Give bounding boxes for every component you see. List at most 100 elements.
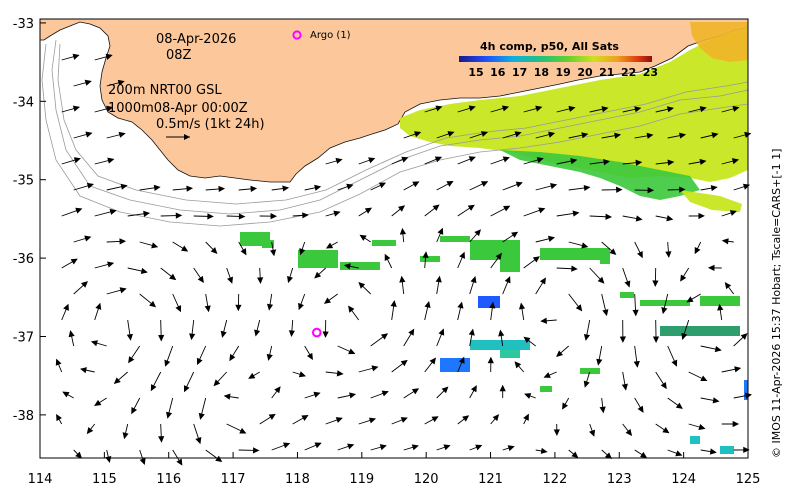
current-arrow-head bbox=[371, 365, 379, 372]
current-arrow-head bbox=[633, 360, 640, 368]
current-arrow-head bbox=[158, 334, 165, 342]
current-arrow-head bbox=[666, 106, 675, 113]
current-arrow-head bbox=[572, 210, 580, 217]
current-arrow-head bbox=[712, 397, 720, 404]
current-arrow-head bbox=[499, 384, 506, 392]
colorbar-tick-label: 20 bbox=[577, 66, 593, 79]
current-arrow-head bbox=[470, 385, 477, 393]
current-arrow-head bbox=[113, 377, 121, 384]
isobath-inner bbox=[57, 43, 749, 205]
current-arrow-head bbox=[80, 281, 88, 288]
lon-tick-label: 118 bbox=[285, 472, 310, 487]
colorbar-gradient bbox=[459, 56, 652, 62]
current-arrow-head bbox=[634, 106, 642, 113]
current-arrow-head bbox=[523, 336, 531, 344]
current-arrow-head bbox=[175, 305, 182, 313]
current-arrow-head bbox=[679, 132, 687, 139]
current-arrow-head bbox=[431, 416, 439, 423]
current-arrow-head bbox=[583, 380, 590, 388]
current-arrow-head bbox=[635, 159, 643, 166]
current-arrow-head bbox=[429, 357, 437, 365]
colorbar-tick-label: 21 bbox=[599, 66, 614, 79]
sst-coastal-band bbox=[400, 28, 748, 182]
current-arrow-head bbox=[535, 105, 543, 112]
current-arrow-head bbox=[675, 402, 683, 409]
current-arrow-head bbox=[70, 258, 78, 265]
current-arrow-head bbox=[213, 379, 221, 387]
current-arrow-head bbox=[540, 317, 548, 324]
current-arrow-head bbox=[181, 245, 189, 252]
current-arrow-head bbox=[724, 282, 732, 290]
current-arrow-head bbox=[86, 427, 94, 435]
isobath-200m bbox=[51, 39, 749, 215]
current-arrow-head bbox=[343, 263, 351, 270]
current-arrow-head bbox=[186, 185, 194, 192]
current-arrow-head bbox=[536, 157, 544, 164]
current-arrow-head bbox=[128, 356, 135, 364]
current-arrow-head bbox=[266, 303, 274, 311]
current-arrow-head bbox=[570, 158, 578, 165]
lat-tick-label: -37 bbox=[13, 330, 34, 345]
current-arrow-head bbox=[583, 184, 591, 192]
current-arrow-head bbox=[401, 156, 409, 163]
current-arrow-head bbox=[540, 447, 548, 454]
current-arrow-head bbox=[699, 106, 707, 113]
current-arrow-head bbox=[411, 444, 419, 451]
current-arrow-head bbox=[119, 238, 127, 245]
current-arrow-head bbox=[336, 370, 344, 377]
current-arrow-head bbox=[632, 309, 639, 317]
current-arrow-head bbox=[538, 207, 546, 214]
lon-tick-label: 115 bbox=[92, 472, 117, 487]
credit-text: © IMOS 11-Apr-2026 15:37 Hobart; Tscale=… bbox=[770, 149, 783, 458]
current-arrow-head bbox=[686, 296, 694, 303]
current-arrow-head bbox=[665, 251, 672, 258]
current-arrow-head bbox=[325, 242, 334, 249]
current-arrow-head bbox=[189, 333, 196, 341]
current-arrow-head bbox=[681, 332, 688, 341]
current-arrow-head bbox=[640, 451, 648, 458]
current-arrow-head bbox=[283, 442, 291, 449]
current-arrow-head bbox=[398, 205, 406, 212]
current-arrow-head bbox=[323, 297, 331, 304]
current-arrow-head bbox=[743, 446, 750, 454]
current-arrow-head bbox=[378, 182, 387, 189]
current-arrow-head bbox=[729, 210, 737, 216]
current-arrow-head bbox=[717, 303, 724, 311]
current-arrow-head bbox=[333, 210, 341, 217]
current-arrow-head bbox=[270, 249, 277, 257]
sst-patches bbox=[240, 22, 748, 454]
current-arrow-head bbox=[543, 372, 551, 378]
scale-arrow bbox=[166, 134, 190, 140]
current-arrow-head bbox=[438, 328, 445, 336]
current-arrow-head bbox=[86, 182, 95, 189]
current-arrow-head bbox=[176, 458, 183, 466]
current-arrow-head bbox=[75, 451, 83, 459]
isobath-1000m bbox=[41, 43, 749, 227]
current-arrow-head bbox=[571, 265, 578, 272]
current-arrow-head bbox=[314, 271, 322, 279]
current-arrow-head bbox=[548, 131, 556, 138]
current-arrow-head bbox=[122, 432, 129, 440]
lat-tick-label: -35 bbox=[13, 174, 34, 189]
current-arrow-head bbox=[266, 353, 273, 361]
lon-tick-label: 120 bbox=[414, 472, 439, 487]
current-arrow-head bbox=[441, 386, 449, 394]
current-arrow-head bbox=[714, 346, 722, 353]
lat-tick-label: -38 bbox=[13, 409, 34, 424]
current-arrow-head bbox=[553, 429, 560, 436]
current-arrow-head bbox=[56, 414, 62, 422]
current-arrow-head bbox=[412, 181, 420, 188]
current-arrow-head bbox=[346, 183, 354, 190]
current-arrow-head bbox=[514, 361, 522, 369]
lon-tick-label: 125 bbox=[736, 472, 761, 487]
current-arrow-head bbox=[498, 329, 505, 337]
current-arrow-head bbox=[581, 242, 589, 249]
sst-yellow-tail bbox=[680, 190, 742, 212]
current-arrow-head bbox=[732, 105, 740, 112]
lon-tick-label: 121 bbox=[478, 472, 503, 487]
current-arrow-head bbox=[314, 184, 322, 191]
current-arrow-head bbox=[511, 231, 519, 238]
current-arrow-head bbox=[306, 352, 313, 361]
current-arrow-head bbox=[220, 330, 227, 338]
depth-line-1: 200m NRT00 GSL bbox=[108, 83, 222, 98]
